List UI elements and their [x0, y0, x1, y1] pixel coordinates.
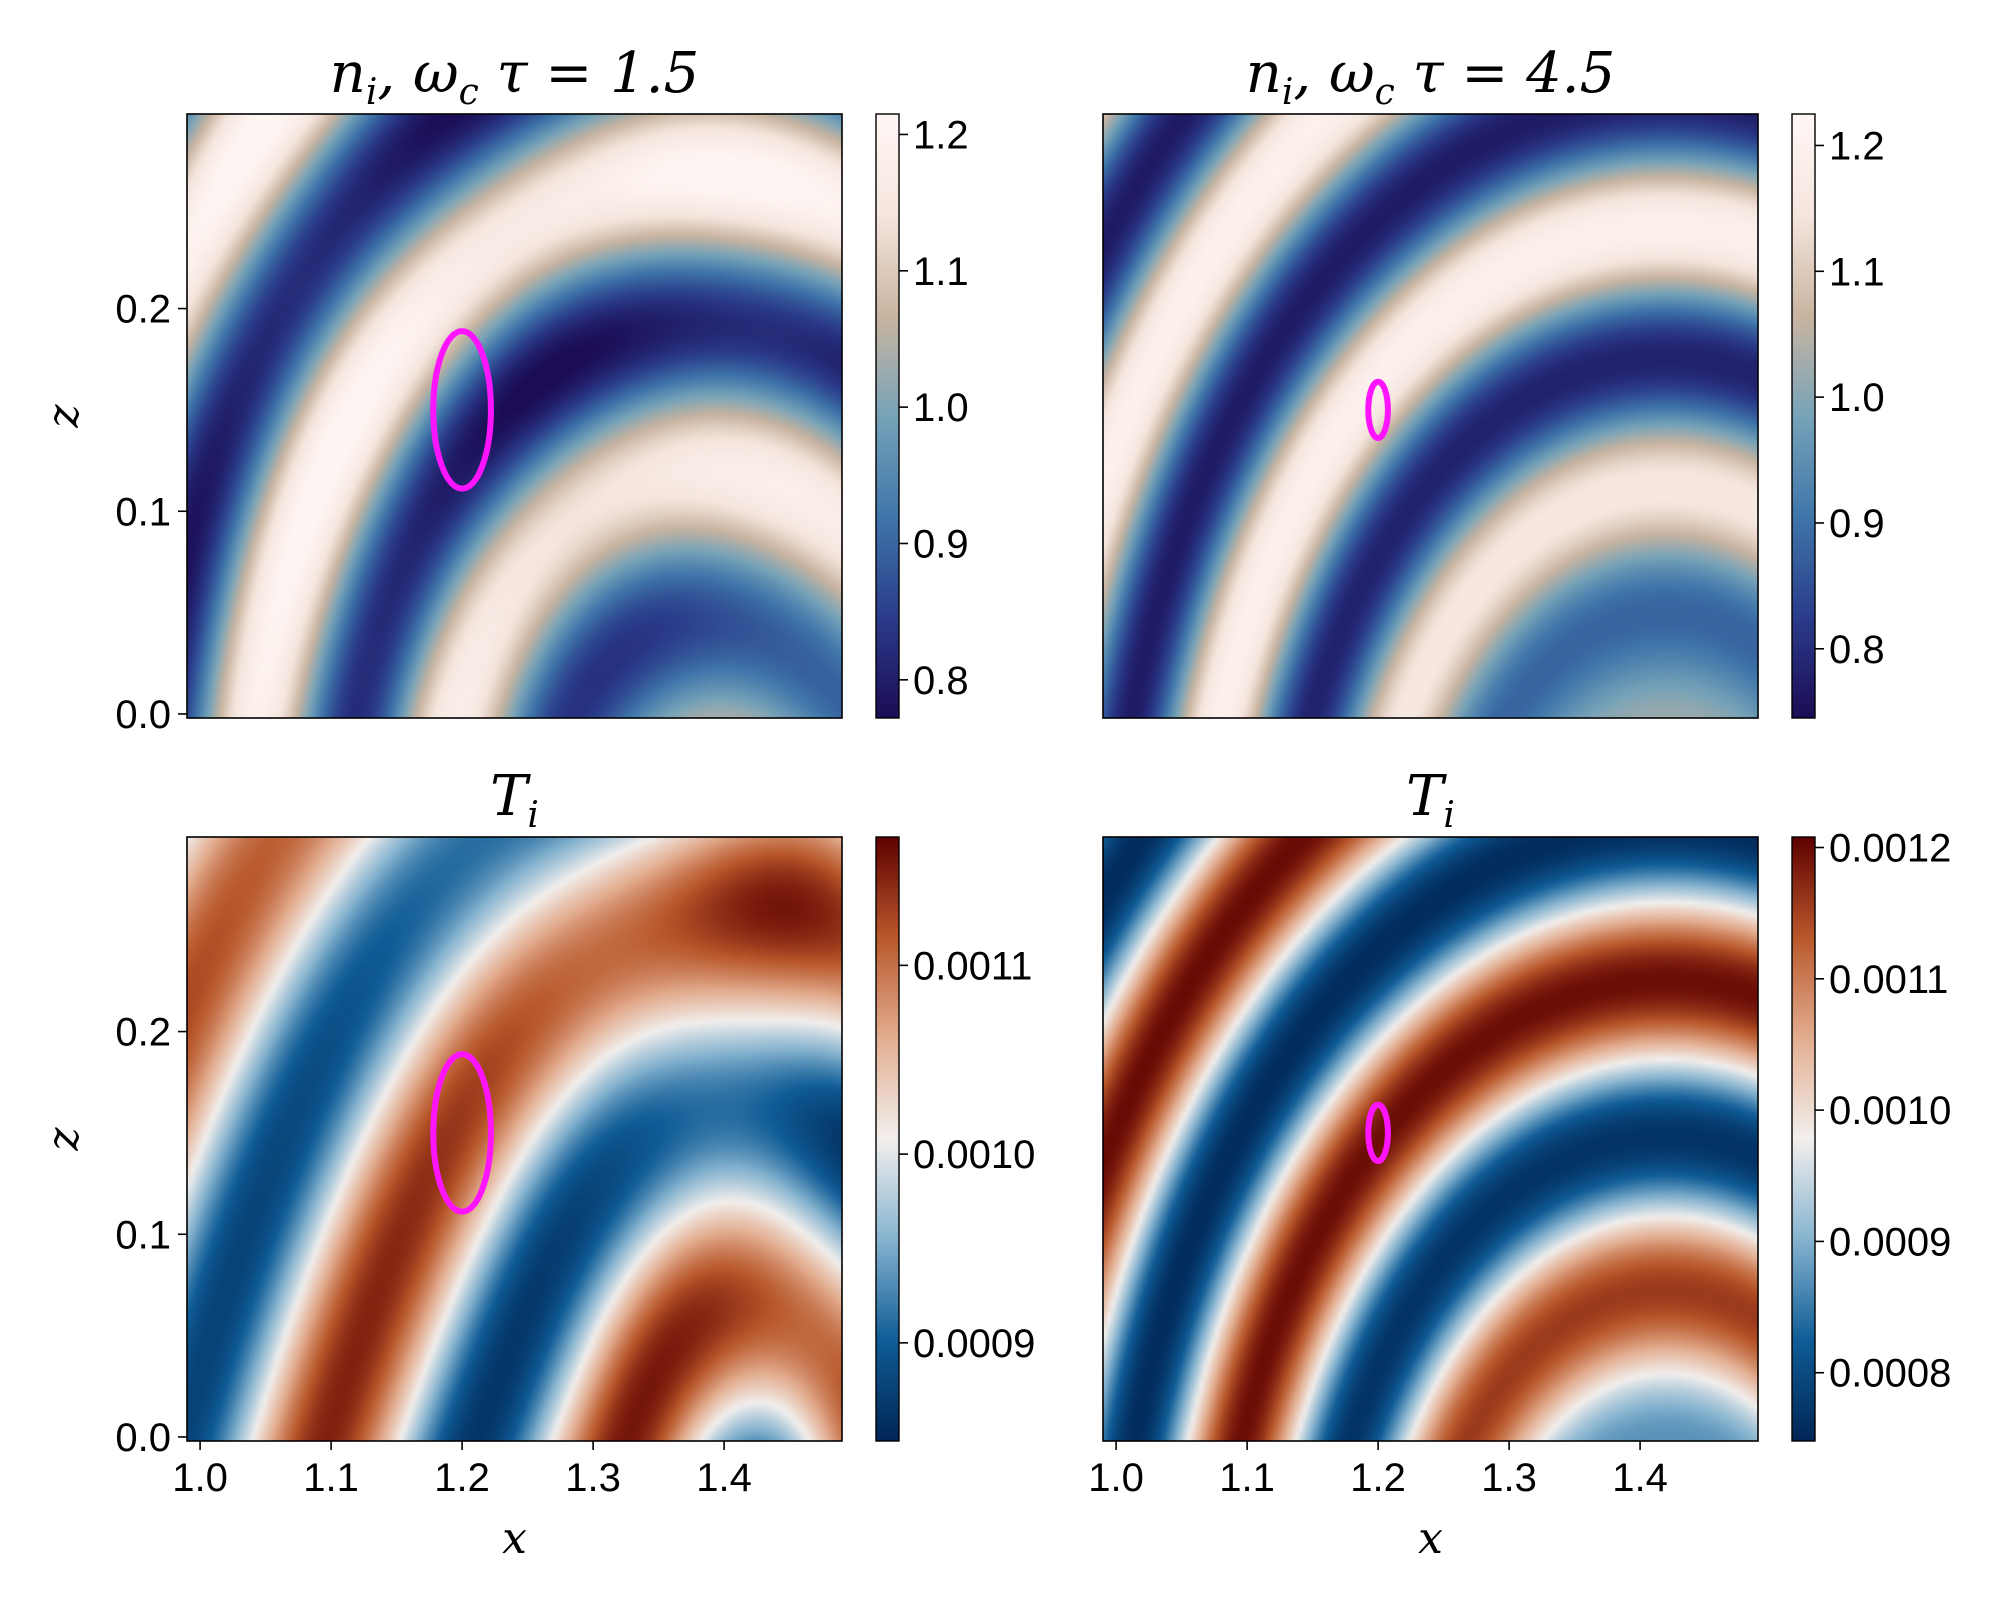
marker-circle	[430, 1051, 494, 1215]
panel-density-high: ni, ωc τ = 4.5 0.8 0.9 1.0 1.1 1.2	[1102, 41, 1885, 719]
marker-circle	[430, 328, 494, 492]
colorbar-tick-label: 1.0	[1829, 376, 1885, 420]
panel-title: Ti	[490, 764, 539, 836]
x-axis-label: x	[1418, 1513, 1443, 1564]
x-tick-label: 1.4	[1612, 1456, 1668, 1500]
colorbar-tick-label: 0.8	[1829, 628, 1885, 672]
panel-temperature-low: 0.0 0.1 0.2 1.0 1.1 1.2 1.3 1.4 z x Ti 0.0009 0.0010…	[38, 764, 1035, 1564]
colorbar-tick-label: 0.0009	[1829, 1220, 1951, 1264]
heatmap-field	[187, 114, 842, 718]
y-tick-label: 0.2	[115, 1011, 171, 1055]
y-axis-label: z	[38, 1127, 89, 1152]
x-tick-label: 1.3	[565, 1456, 621, 1500]
x-tick-label: 1.2	[1350, 1456, 1406, 1500]
x-tick-label: 1.4	[696, 1456, 752, 1500]
x-tick-label: 1.3	[1481, 1456, 1537, 1500]
colorbar-tick-label: 1.2	[913, 113, 969, 157]
plot-frame	[186, 113, 843, 719]
colorbar-tick-label: 0.0008	[1829, 1352, 1951, 1396]
colorbar-tick-label: 0.0009	[913, 1322, 1035, 1366]
x-tick-label: 1.0	[172, 1456, 228, 1500]
colorbar	[1791, 836, 1816, 1442]
x-tick-label: 1.1	[303, 1456, 359, 1500]
colorbar-tick-label: 0.0011	[1829, 958, 1948, 1002]
x-tick-label: 1.0	[1088, 1456, 1144, 1500]
colorbar-tick-label: 0.9	[913, 522, 969, 566]
plot-frame	[186, 836, 843, 1442]
marker-circle	[1365, 1101, 1391, 1165]
colorbar-tick-label: 0.0012	[1829, 827, 1951, 871]
colorbar-tick-label: 0.0010	[913, 1133, 1035, 1177]
colorbar	[875, 836, 900, 1442]
colorbar-tick-label: 1.1	[913, 250, 969, 294]
panel-title: ni, ωc τ = 1.5	[330, 41, 699, 113]
heatmap-field	[1103, 114, 1758, 718]
x-tick-label: 1.1	[1219, 1456, 1275, 1500]
y-axis-label: z	[38, 404, 89, 429]
colorbar-tick-label: 1.1	[1829, 250, 1885, 294]
y-tick-label: 0.0	[115, 1416, 171, 1460]
x-axis-label: x	[502, 1513, 527, 1564]
y-tick-label: 0.0	[115, 693, 171, 737]
y-tick-label: 0.2	[115, 288, 171, 332]
marker-circle	[1365, 378, 1391, 442]
panel-density-low: 0.0 0.1 0.2 z ni, ωc τ = 1.5 0.8 0.9 1.0 1.1 1.2	[38, 41, 969, 737]
heatmap-field	[1103, 837, 1758, 1441]
colorbar	[1791, 113, 1816, 719]
colorbar-tick-label: 0.9	[1829, 502, 1885, 546]
colorbar-tick-label: 1.2	[1829, 124, 1885, 168]
x-tick-label: 1.2	[434, 1456, 490, 1500]
colorbar-tick-label: 1.0	[913, 386, 969, 430]
colorbar-tick-label: 0.0011	[913, 944, 1032, 988]
colorbar-tick-label: 0.8	[913, 659, 969, 703]
y-tick-label: 0.1	[115, 1213, 171, 1257]
y-tick-label: 0.1	[115, 490, 171, 534]
panel-title: Ti	[1406, 764, 1455, 836]
colorbar-tick-label: 0.0010	[1829, 1089, 1951, 1133]
panel-temperature-high: 1.0 1.1 1.2 1.3 1.4 x Ti 0.0008 0.0009 0.0010 0.00…	[1088, 764, 1951, 1564]
plot-frame	[1102, 836, 1759, 1442]
heatmap-field	[187, 837, 842, 1441]
plot-frame	[1102, 113, 1759, 719]
panel-title: ni, ωc τ = 4.5	[1246, 41, 1615, 113]
colorbar	[875, 113, 900, 719]
